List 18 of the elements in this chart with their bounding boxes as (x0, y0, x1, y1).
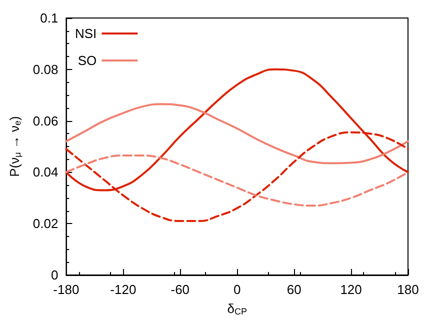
y-tick-label: 0 (50, 268, 58, 282)
x-tick-label: 0 (233, 282, 241, 297)
y-axis-title: P(νμ → νe) (7, 116, 22, 177)
x-tick-label: -180 (53, 282, 80, 297)
line-series (65, 103, 409, 164)
y-tick-label: 0.04 (32, 164, 58, 180)
legend-label: NSI (75, 26, 97, 41)
y-tick-label: 0.08 (32, 62, 58, 77)
legend-label: SO (78, 53, 97, 68)
x-tick-label: 180 (397, 282, 419, 297)
x-tick-label: 120 (340, 282, 362, 297)
y-tick-label: 0.06 (32, 113, 58, 128)
y-tick-label: 0.1 (40, 10, 58, 26)
x-tick-label: -120 (110, 282, 136, 297)
x-tick-label: -60 (170, 282, 190, 297)
x-tick-label: 60 (286, 282, 302, 297)
y-tick-label: 0.02 (32, 216, 58, 232)
line-series (65, 154, 409, 207)
